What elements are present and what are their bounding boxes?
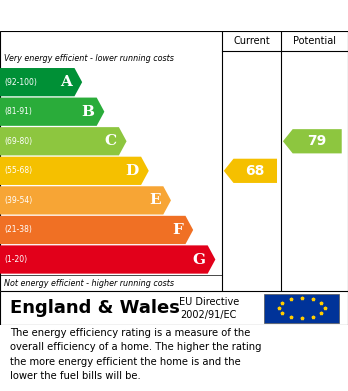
Polygon shape [0, 127, 127, 155]
Polygon shape [0, 186, 171, 215]
Text: England & Wales: England & Wales [10, 299, 180, 317]
Text: (39-54): (39-54) [4, 196, 32, 205]
Text: F: F [172, 223, 183, 237]
Polygon shape [0, 157, 149, 185]
Text: Very energy efficient - lower running costs: Very energy efficient - lower running co… [4, 54, 174, 63]
Polygon shape [283, 129, 342, 153]
Text: The energy efficiency rating is a measure of the
overall efficiency of a home. T: The energy efficiency rating is a measur… [10, 328, 262, 381]
Text: B: B [81, 105, 94, 119]
Text: Not energy efficient - higher running costs: Not energy efficient - higher running co… [4, 279, 174, 288]
Text: 68: 68 [246, 164, 265, 178]
Text: (1-20): (1-20) [4, 255, 27, 264]
Text: G: G [192, 253, 205, 267]
Text: Energy Efficiency Rating: Energy Efficiency Rating [10, 8, 220, 23]
Text: (69-80): (69-80) [4, 137, 32, 146]
Text: A: A [60, 75, 72, 89]
Polygon shape [224, 159, 277, 183]
Polygon shape [0, 216, 193, 244]
Text: (81-91): (81-91) [4, 107, 32, 116]
Text: C: C [104, 134, 116, 148]
Text: (21-38): (21-38) [4, 226, 32, 235]
Text: EU Directive
2002/91/EC: EU Directive 2002/91/EC [179, 296, 239, 320]
Text: (92-100): (92-100) [4, 78, 37, 87]
Text: Potential: Potential [293, 36, 336, 46]
Polygon shape [0, 68, 82, 96]
Text: 79: 79 [308, 134, 327, 148]
Text: D: D [125, 164, 138, 178]
Text: Current: Current [233, 36, 270, 46]
Text: E: E [149, 194, 160, 207]
FancyBboxPatch shape [264, 294, 339, 323]
Polygon shape [0, 98, 104, 126]
Polygon shape [0, 246, 215, 274]
Text: (55-68): (55-68) [4, 166, 32, 175]
